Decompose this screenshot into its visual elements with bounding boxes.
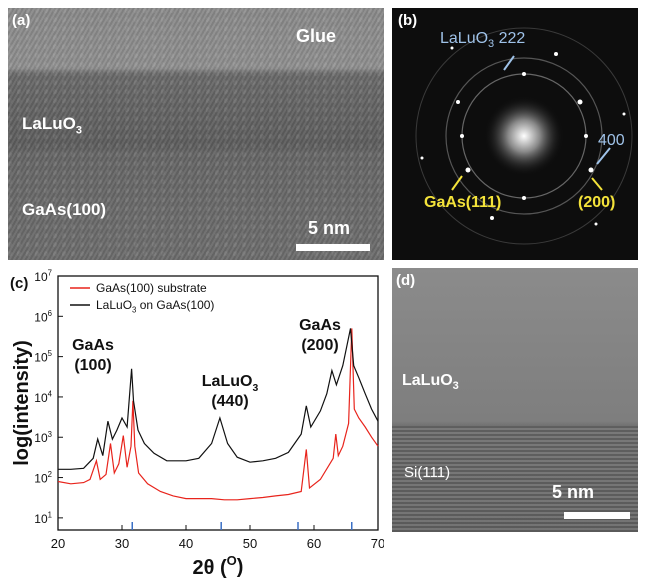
laluo3-222-label: LaLuO3 222 — [440, 30, 526, 51]
si111-label: Si(111) — [404, 464, 451, 481]
y-tick-label-3: 104 — [34, 390, 52, 405]
glue-label: Glue — [296, 26, 337, 46]
y-tick-label-2: 103 — [34, 430, 52, 445]
panel-d-tag: (d) — [396, 272, 416, 289]
laluo3-label-a: LaLuO3 — [22, 114, 82, 137]
series-line-0 — [57, 328, 379, 501]
x-tick-label-5: 70 — [371, 536, 384, 551]
annotation-gaas200-line1: GaAs — [299, 317, 341, 334]
ring-outer — [415, 27, 633, 245]
x-tick-label-3: 50 — [243, 536, 257, 551]
ring-mid — [445, 57, 603, 215]
annotation-gaas100-line1: GaAs — [72, 337, 114, 354]
panel-b-tag: (b) — [398, 12, 418, 29]
arrow-gaas111 — [451, 175, 463, 191]
scale-text-d: 5 nm — [552, 482, 595, 502]
plot-frame — [57, 275, 379, 531]
annotation-laluo3-line1: LaLuO3 — [202, 373, 259, 394]
y-tick-label-4: 105 — [34, 349, 52, 364]
x-axis-label: 2θ (O) — [193, 553, 244, 579]
legend-label-1: LaLuO3 on GaAs(100) — [96, 298, 214, 315]
y-tick-label-1: 102 — [34, 470, 52, 485]
y-axis-label: log(intensity) — [11, 340, 33, 466]
y-tick-label-6: 107 — [34, 269, 52, 284]
series-line-1 — [58, 328, 379, 470]
central-beam — [484, 96, 564, 176]
x-tick-label-1: 30 — [115, 536, 129, 551]
diffraction-rings — [415, 27, 633, 245]
laluo3-label-d: LaLuO3 — [402, 372, 459, 393]
arrow-200 — [591, 177, 603, 191]
y-tick-label-0: 101 — [34, 510, 52, 525]
arrow-400 — [596, 147, 611, 165]
gaas111-label: GaAs(111) — [424, 194, 502, 211]
xrd-plot: 20 30 40 50 60 70 101 102 103 104 105 106 107 2θ (O) l… — [10, 269, 384, 579]
label-200: (200) — [578, 194, 616, 211]
x-tick-label-2: 40 — [179, 536, 193, 551]
panel-d-tem-image: (d) LaLuO3 Si(111) 5 nm — [392, 268, 638, 532]
panel-c-tag: (c) — [10, 275, 28, 292]
panel-b-diffraction-pattern: (b) LaLuO3 222 400 GaAs(111) (200) — [392, 8, 638, 260]
label-400: 400 — [598, 132, 625, 149]
x-tick-label-4: 60 — [307, 536, 321, 551]
panel-a-tem-image: (a) Glue LaLuO3 GaAs(100) 5 nm — [8, 8, 384, 260]
annotation-gaas200-line2: (200) — [301, 337, 338, 354]
arrow-222 — [503, 55, 515, 71]
panel-c-xrd-chart: 20 30 40 50 60 70 101 102 103 104 105 106 107 2θ (O) l… — [8, 268, 384, 580]
scale-bar-d — [564, 512, 630, 519]
diffraction-spots — [420, 46, 626, 226]
gaas100-label-a: GaAs(100) — [22, 200, 107, 219]
y-tick-label-5: 106 — [34, 309, 52, 324]
annotation-laluo3-line2: (440) — [211, 393, 248, 410]
annotation-gaas100-line2: (100) — [74, 357, 111, 374]
x-tick-label-0: 20 — [51, 536, 65, 551]
legend-label-0: GaAs(100) substrate — [96, 281, 207, 295]
scale-text-a: 5 nm — [308, 218, 351, 238]
panel-a-tag: (a) — [12, 12, 31, 29]
scale-bar-a — [296, 244, 370, 251]
